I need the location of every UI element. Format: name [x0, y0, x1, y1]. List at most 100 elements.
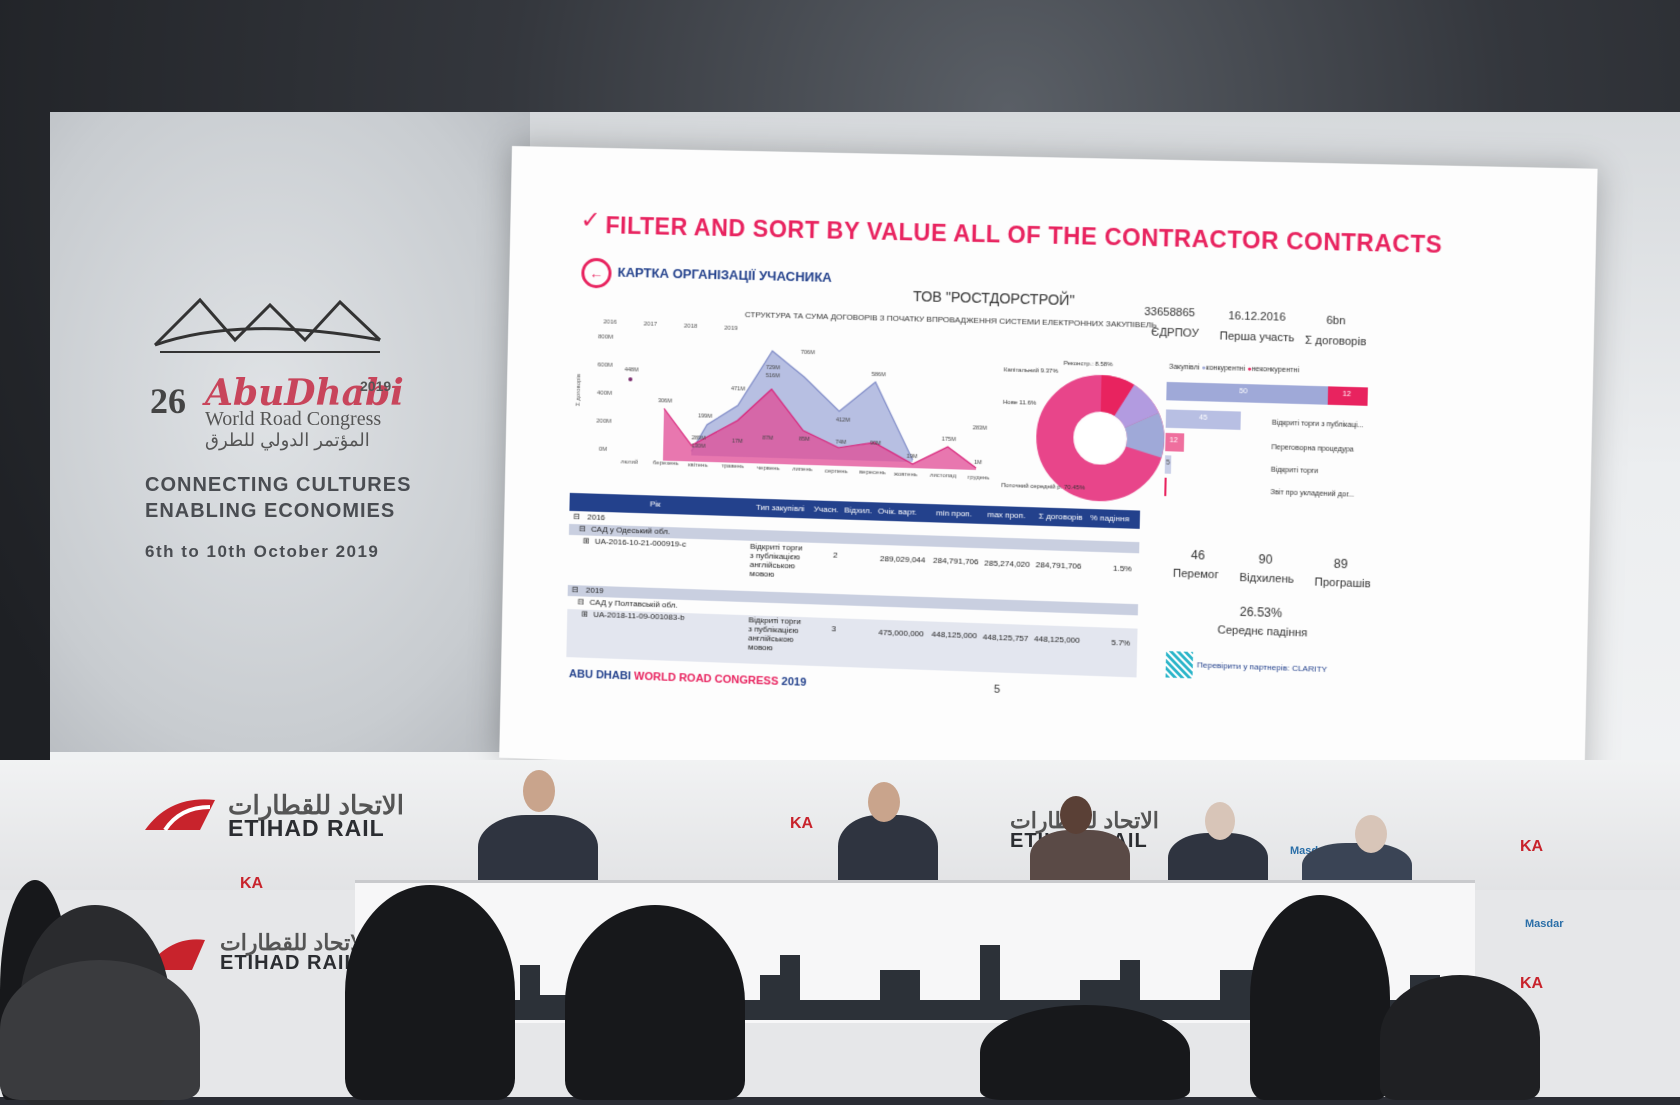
bar-open: 5: [1165, 455, 1172, 474]
audience-member: [1380, 975, 1540, 1100]
bar-legend-b: неконкурентні: [1252, 366, 1300, 374]
slide-heading: FILTER AND SORT BY VALUE ALL OF THE CONT…: [605, 212, 1442, 259]
card-title: КАРТКА ОРГАНІЗАЦІЇ УЧАСНИКА: [617, 265, 832, 285]
point-label: 74M: [835, 440, 846, 446]
bar-value: 5: [1166, 459, 1170, 466]
sum-cell: 448,125,000: [1034, 634, 1080, 645]
donut-label: Нове 11.6%: [1003, 400, 1036, 407]
point-label: 729M: [766, 365, 780, 371]
logo-year: 2019: [360, 378, 391, 394]
ka-logo-icon: KA: [1520, 975, 1543, 993]
etihad-logo-icon: [140, 795, 220, 835]
point-label: 289M: [692, 435, 706, 441]
year-cell: 2016: [587, 512, 605, 522]
sum-cell: 284,791,706: [1036, 560, 1082, 571]
donut-label: Капітальний 9.37%: [1004, 367, 1058, 375]
point-2016: [628, 377, 632, 381]
bar-open-tenders: 45: [1166, 409, 1241, 429]
column-header: % падіння: [1090, 513, 1129, 523]
back-arrow-icon: ←: [581, 258, 612, 289]
year-cell: 2019: [586, 586, 604, 596]
bar-label: Переговорна процедура: [1271, 444, 1353, 454]
max-cell: 448,125,757: [983, 632, 1029, 643]
bar-label: Відкриті торги з публікаці...: [1272, 420, 1364, 430]
ka-logo-icon: KA: [1520, 838, 1543, 856]
column-header: min проп.: [936, 508, 972, 518]
participants-cell: 3: [831, 624, 836, 633]
etihad-name: ETIHAD RAIL: [220, 952, 358, 975]
point-label: 90M: [870, 441, 881, 447]
y-tick: 200M: [596, 418, 611, 424]
kpi-label: Перемог: [1173, 568, 1219, 582]
procurement-type: Відкриті торги з публікацією англійською…: [749, 542, 806, 580]
bar-report: [1164, 478, 1166, 496]
month-label: жовтень: [894, 472, 917, 479]
logo-arabic: المؤتمر الدولي للطرق: [205, 430, 370, 451]
legend-year: 2016: [603, 319, 617, 325]
kpi-label: Відхилень: [1239, 572, 1294, 586]
month-label: грудень: [968, 475, 990, 482]
point-label: 706M: [801, 350, 816, 356]
point-label: 175M: [942, 437, 957, 444]
kpi-label: Програшів: [1314, 576, 1370, 590]
bar-legend-a: конкурентні: [1206, 365, 1245, 373]
panelist-head: [523, 770, 555, 812]
panelist-head: [1205, 802, 1235, 840]
audience-member: [980, 1005, 1190, 1100]
bar-label: Відкриті торги: [1271, 467, 1318, 476]
month-label: серпень: [825, 468, 848, 475]
legend-year: 2019: [724, 326, 738, 332]
min-cell: 448,125,000: [931, 630, 977, 641]
check-icon: ✓: [580, 206, 601, 236]
column-header: Відхил.: [844, 505, 872, 515]
region-cell: САД у Полтавській обл.: [589, 598, 677, 610]
bar-value: 50: [1239, 388, 1247, 395]
column-header: Рік: [650, 499, 661, 508]
slide-footer: ABU DHABI WORLD ROAD CONGRESS 2019: [569, 668, 807, 689]
contracts-table: Рік Тип закупівлі Учасн. Відхил. Очік. в…: [566, 493, 1140, 678]
contract-id: UA-2018-11-09-001083-b: [593, 610, 684, 622]
month-label: квітень: [688, 462, 708, 469]
tagline-2: ENABLING ECONOMIES: [145, 500, 395, 523]
contract-id: UA-2016-10-21-000919-c: [595, 537, 686, 549]
bar-legend-title: Закупівлі: [1169, 364, 1200, 372]
congress-logo-icon: [140, 290, 440, 380]
month-label: березень: [653, 460, 679, 467]
stat-label: Σ договорів: [1305, 335, 1367, 349]
tagline-1: CONNECTING CULTURES: [145, 474, 411, 497]
drop-cell: 1.5%: [1113, 564, 1132, 574]
legend-year: 2017: [644, 321, 658, 327]
month-label: листопад: [930, 473, 957, 480]
point-label: 130M: [691, 443, 705, 449]
etihad-name: ETIHAD RAIL: [228, 815, 385, 842]
y-tick: 400M: [597, 390, 612, 396]
partner-link[interactable]: Перевірити у партнерів: CLARITY: [1197, 660, 1327, 674]
avg-drop-value: 26.53%: [1240, 605, 1283, 621]
kpi-value: 46: [1191, 548, 1205, 563]
panelist-head: [1060, 796, 1092, 834]
point-label: 586M: [872, 372, 887, 378]
expected-cell: 475,000,000: [878, 628, 924, 639]
stat-value: 6bn: [1326, 315, 1345, 328]
point-label: 448M: [624, 367, 638, 373]
month-label: липень: [792, 466, 812, 473]
bar-competitive: 50: [1166, 382, 1328, 405]
month-label: червень: [757, 465, 780, 472]
column-header: Тип закупівлі: [756, 503, 805, 514]
expected-cell: 289,029,044: [880, 554, 926, 565]
masdar-logo: Masdar: [1525, 918, 1564, 930]
y-tick: 600M: [597, 362, 612, 368]
projection-screen: ✓ FILTER AND SORT BY VALUE ALL OF THE CO…: [499, 146, 1597, 800]
area-chart: 2016 2017 2018 2019 800M 600M 400M 200M …: [570, 316, 1000, 504]
point-label: 1M: [974, 460, 982, 466]
kpi-value: 90: [1258, 552, 1272, 567]
bar-value: 45: [1199, 414, 1207, 421]
donut-label: Поточний середній р. 70.45%: [1001, 483, 1085, 492]
month-label: вересень: [859, 470, 885, 477]
kpi-value: 89: [1334, 557, 1348, 572]
procurement-type: Відкриті торги з публікацією англійською…: [748, 615, 805, 653]
event-dates: 6th to 10th October 2019: [145, 542, 379, 562]
min-cell: 284,791,706: [933, 556, 979, 567]
page-number: 5: [994, 684, 1001, 696]
qr-code-icon: [1166, 651, 1194, 678]
